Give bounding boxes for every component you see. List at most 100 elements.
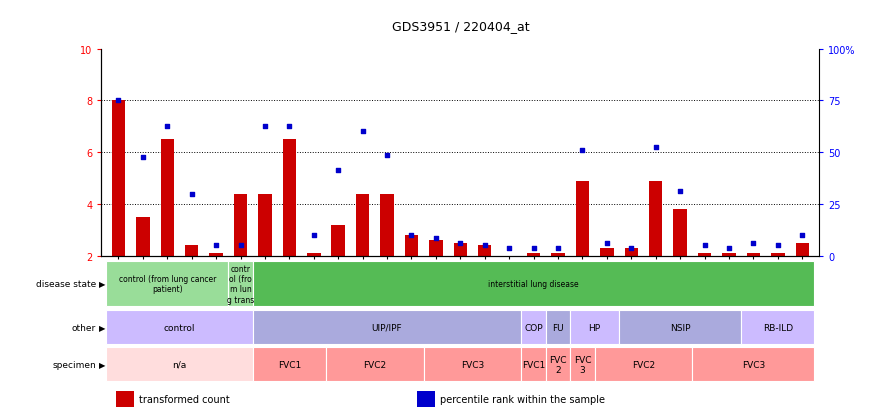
Bar xyxy=(210,254,223,256)
Bar xyxy=(331,225,345,256)
Bar xyxy=(424,348,522,381)
Point xyxy=(331,168,345,174)
Point xyxy=(478,242,492,249)
Text: control (from lung cancer
patient): control (from lung cancer patient) xyxy=(119,274,216,294)
Bar xyxy=(600,248,613,256)
Bar xyxy=(692,348,814,381)
Bar xyxy=(356,194,369,256)
Text: FVC2: FVC2 xyxy=(363,360,387,369)
Bar xyxy=(107,348,253,381)
Text: FVC2: FVC2 xyxy=(632,360,655,369)
Text: contr
ol (fro
m lun
g trans: contr ol (fro m lun g trans xyxy=(227,264,254,304)
Text: NSIP: NSIP xyxy=(670,323,691,332)
Text: interstitial lung disease: interstitial lung disease xyxy=(488,280,579,288)
Bar xyxy=(575,181,589,256)
Bar xyxy=(522,311,546,344)
Bar xyxy=(570,311,619,344)
Point xyxy=(209,242,223,249)
Bar xyxy=(107,311,253,344)
Bar xyxy=(796,243,809,256)
Bar xyxy=(478,246,492,256)
Bar xyxy=(527,254,540,256)
Bar xyxy=(747,254,760,256)
Bar xyxy=(283,140,296,256)
Bar xyxy=(741,311,814,344)
Point xyxy=(527,245,541,252)
Text: FU: FU xyxy=(552,323,564,332)
Point xyxy=(380,152,394,159)
Point xyxy=(185,191,199,197)
Bar xyxy=(552,254,565,256)
Bar xyxy=(258,194,271,256)
Point xyxy=(111,98,125,104)
Point xyxy=(722,245,736,252)
Bar xyxy=(326,348,424,381)
Bar xyxy=(253,348,326,381)
Point xyxy=(575,147,589,154)
Bar xyxy=(307,254,321,256)
Text: RB-ILD: RB-ILD xyxy=(763,323,793,332)
Bar xyxy=(570,348,595,381)
Bar xyxy=(722,254,736,256)
Bar xyxy=(228,261,253,307)
Text: FVC1: FVC1 xyxy=(522,360,545,369)
Bar xyxy=(649,181,663,256)
Bar xyxy=(233,194,248,256)
Text: FVC
2: FVC 2 xyxy=(549,355,566,374)
Point xyxy=(160,124,174,131)
Bar xyxy=(112,101,125,256)
Text: ▶: ▶ xyxy=(99,323,105,332)
Bar xyxy=(771,254,784,256)
Text: FVC3: FVC3 xyxy=(461,360,485,369)
Point xyxy=(746,240,760,247)
Text: ▶: ▶ xyxy=(99,360,105,369)
Bar xyxy=(698,254,711,256)
Text: disease state: disease state xyxy=(36,280,96,288)
Bar xyxy=(404,235,418,256)
Point xyxy=(404,232,418,239)
Text: transformed count: transformed count xyxy=(138,394,229,404)
Bar xyxy=(429,240,442,256)
Point xyxy=(429,235,443,241)
Bar xyxy=(595,348,692,381)
Point xyxy=(233,242,248,249)
Point xyxy=(502,245,516,252)
Text: percentile rank within the sample: percentile rank within the sample xyxy=(440,394,605,404)
Bar xyxy=(625,248,638,256)
Bar xyxy=(160,140,174,256)
Text: COP: COP xyxy=(524,323,543,332)
Text: ▶: ▶ xyxy=(99,280,105,288)
Text: FVC1: FVC1 xyxy=(278,360,301,369)
Text: GDS3951 / 220404_at: GDS3951 / 220404_at xyxy=(391,20,529,33)
Point xyxy=(698,242,712,249)
Text: FVC3: FVC3 xyxy=(742,360,765,369)
Point xyxy=(625,245,639,252)
Point xyxy=(454,240,468,247)
Point xyxy=(771,242,785,249)
Bar xyxy=(115,392,134,407)
Point xyxy=(673,188,687,195)
Text: control: control xyxy=(164,323,196,332)
Point xyxy=(282,124,296,131)
Text: HP: HP xyxy=(589,323,601,332)
Point xyxy=(356,129,370,135)
Bar xyxy=(619,311,741,344)
Point xyxy=(307,232,321,239)
Text: n/a: n/a xyxy=(173,360,187,369)
Bar xyxy=(418,392,435,407)
Bar xyxy=(381,194,394,256)
Text: FVC
3: FVC 3 xyxy=(574,355,591,374)
Point xyxy=(648,145,663,151)
Text: other: other xyxy=(71,323,96,332)
Point xyxy=(258,124,272,131)
Bar xyxy=(185,246,198,256)
Bar xyxy=(522,348,546,381)
Text: UIP/IPF: UIP/IPF xyxy=(372,323,403,332)
Point xyxy=(600,240,614,247)
Bar xyxy=(107,261,228,307)
Text: specimen: specimen xyxy=(52,360,96,369)
Bar xyxy=(546,311,570,344)
Point xyxy=(136,154,150,161)
Bar xyxy=(454,243,467,256)
Bar xyxy=(673,210,687,256)
